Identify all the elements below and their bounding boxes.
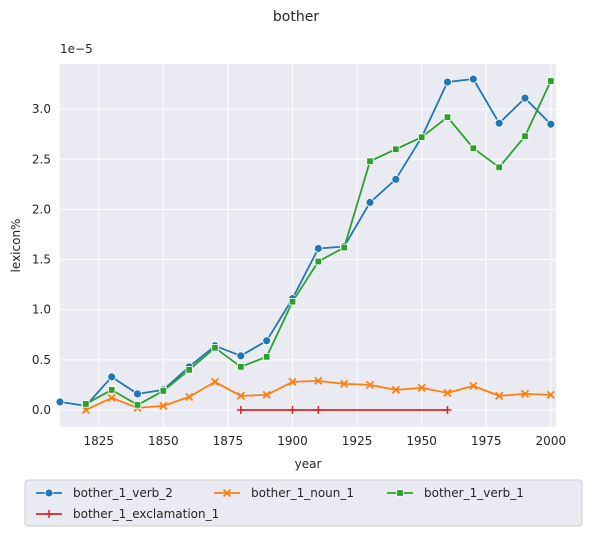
data-point — [546, 119, 556, 129]
data-point — [547, 77, 555, 85]
legend-entry: bother_1_verb_2 — [36, 486, 173, 500]
x-tick-label: 1875 — [213, 434, 244, 448]
x-tick-label: 1975 — [471, 434, 502, 448]
data-point — [262, 390, 271, 400]
y-axis-ticks: 0.0 0.5 1.0 1.5 2.0 2.5 3.0 — [32, 102, 51, 417]
data-point — [417, 133, 426, 141]
y-tick-label: 2.5 — [32, 152, 51, 166]
legend-entry: bother_1_exclamation_1 — [36, 507, 219, 521]
data-point — [159, 387, 168, 395]
legend-marker — [45, 510, 53, 518]
y-offset-label: 1e−5 — [60, 42, 93, 56]
data-point — [314, 257, 323, 266]
data-point — [313, 244, 323, 253]
series-bother_1_noun_1 — [81, 376, 555, 415]
legend-entry: bother_1_noun_1 — [214, 486, 354, 500]
y-tick-label: 1.5 — [32, 253, 51, 267]
x-axis-label: year — [295, 457, 322, 471]
data-point — [82, 400, 90, 408]
y-axis-label: lexicon% — [9, 219, 23, 273]
data-point — [340, 243, 348, 252]
series-bother_1_verb_1 — [82, 77, 555, 409]
data-point — [468, 74, 478, 84]
data-point — [443, 77, 452, 87]
data-point — [133, 401, 142, 409]
chart-title: bother — [273, 9, 319, 25]
data-point — [288, 377, 297, 387]
data-point — [520, 93, 530, 103]
data-point — [107, 393, 116, 403]
data-point — [288, 405, 297, 414]
y-tick-label: 0.5 — [32, 353, 51, 367]
data-point — [495, 391, 504, 401]
x-tick-label: 1950 — [406, 434, 437, 448]
data-point — [520, 389, 530, 399]
data-point — [55, 397, 65, 407]
data-point — [546, 390, 555, 400]
data-point — [469, 144, 478, 152]
data-point — [262, 353, 271, 361]
data-point — [314, 376, 323, 386]
data-point — [365, 197, 375, 207]
x-tick-label: 1925 — [342, 434, 373, 448]
data-point — [262, 336, 272, 346]
legend-marker — [44, 488, 54, 498]
data-point — [236, 405, 245, 414]
data-point — [391, 385, 400, 395]
data-point — [495, 163, 503, 171]
data-point — [288, 297, 297, 306]
data-point — [391, 174, 401, 184]
y-tick-label: 2.0 — [32, 202, 51, 216]
legend-label: bother_1_noun_1 — [251, 486, 354, 500]
data-point — [236, 391, 245, 401]
data-point — [237, 363, 245, 371]
plot-background — [60, 64, 556, 427]
x-tick-label: 1900 — [277, 434, 308, 448]
data-point — [469, 381, 478, 391]
data-point — [236, 351, 246, 361]
series-bother_1_exclamation_1 — [236, 405, 452, 414]
x-tick-label: 1850 — [148, 434, 179, 448]
data-point — [185, 366, 193, 374]
legend-label: bother_1_verb_2 — [73, 486, 173, 500]
x-tick-label: 1825 — [83, 434, 114, 448]
data-point — [107, 372, 117, 382]
legend: bother_1_verb_2 bother_1_noun_1 bother_1_v… — [24, 479, 583, 527]
data-point — [185, 392, 194, 402]
grid — [60, 64, 556, 427]
data-point — [392, 145, 400, 153]
data-point — [133, 389, 142, 399]
data-point — [107, 386, 116, 394]
y-tick-label: 3.0 — [32, 102, 51, 116]
data-point — [443, 113, 452, 121]
legend-label: bother_1_verb_1 — [424, 486, 524, 500]
data-point — [340, 379, 349, 389]
data-point — [210, 377, 220, 387]
data-point — [159, 401, 168, 411]
y-tick-label: 0.0 — [32, 403, 51, 417]
x-axis-ticks: 1825 1850 1875 1900 1925 1950 1975 2000 — [83, 434, 566, 448]
legend-entry: bother_1_verb_1 — [387, 486, 524, 500]
data-point — [211, 344, 219, 352]
data-point — [365, 380, 375, 390]
data-point — [366, 157, 374, 165]
x-tick-label: 2000 — [536, 434, 567, 448]
series-layer — [55, 74, 556, 415]
y-tick-label: 1.0 — [32, 303, 51, 317]
data-point — [443, 388, 452, 398]
data-point — [417, 383, 426, 393]
legend-box — [24, 479, 583, 527]
legend-label: bother_1_exclamation_1 — [73, 507, 219, 521]
data-point — [521, 132, 529, 140]
data-point — [314, 405, 323, 414]
data-point — [443, 405, 452, 414]
data-point — [494, 118, 504, 128]
legend-marker — [396, 489, 404, 497]
legend-marker — [222, 488, 232, 498]
